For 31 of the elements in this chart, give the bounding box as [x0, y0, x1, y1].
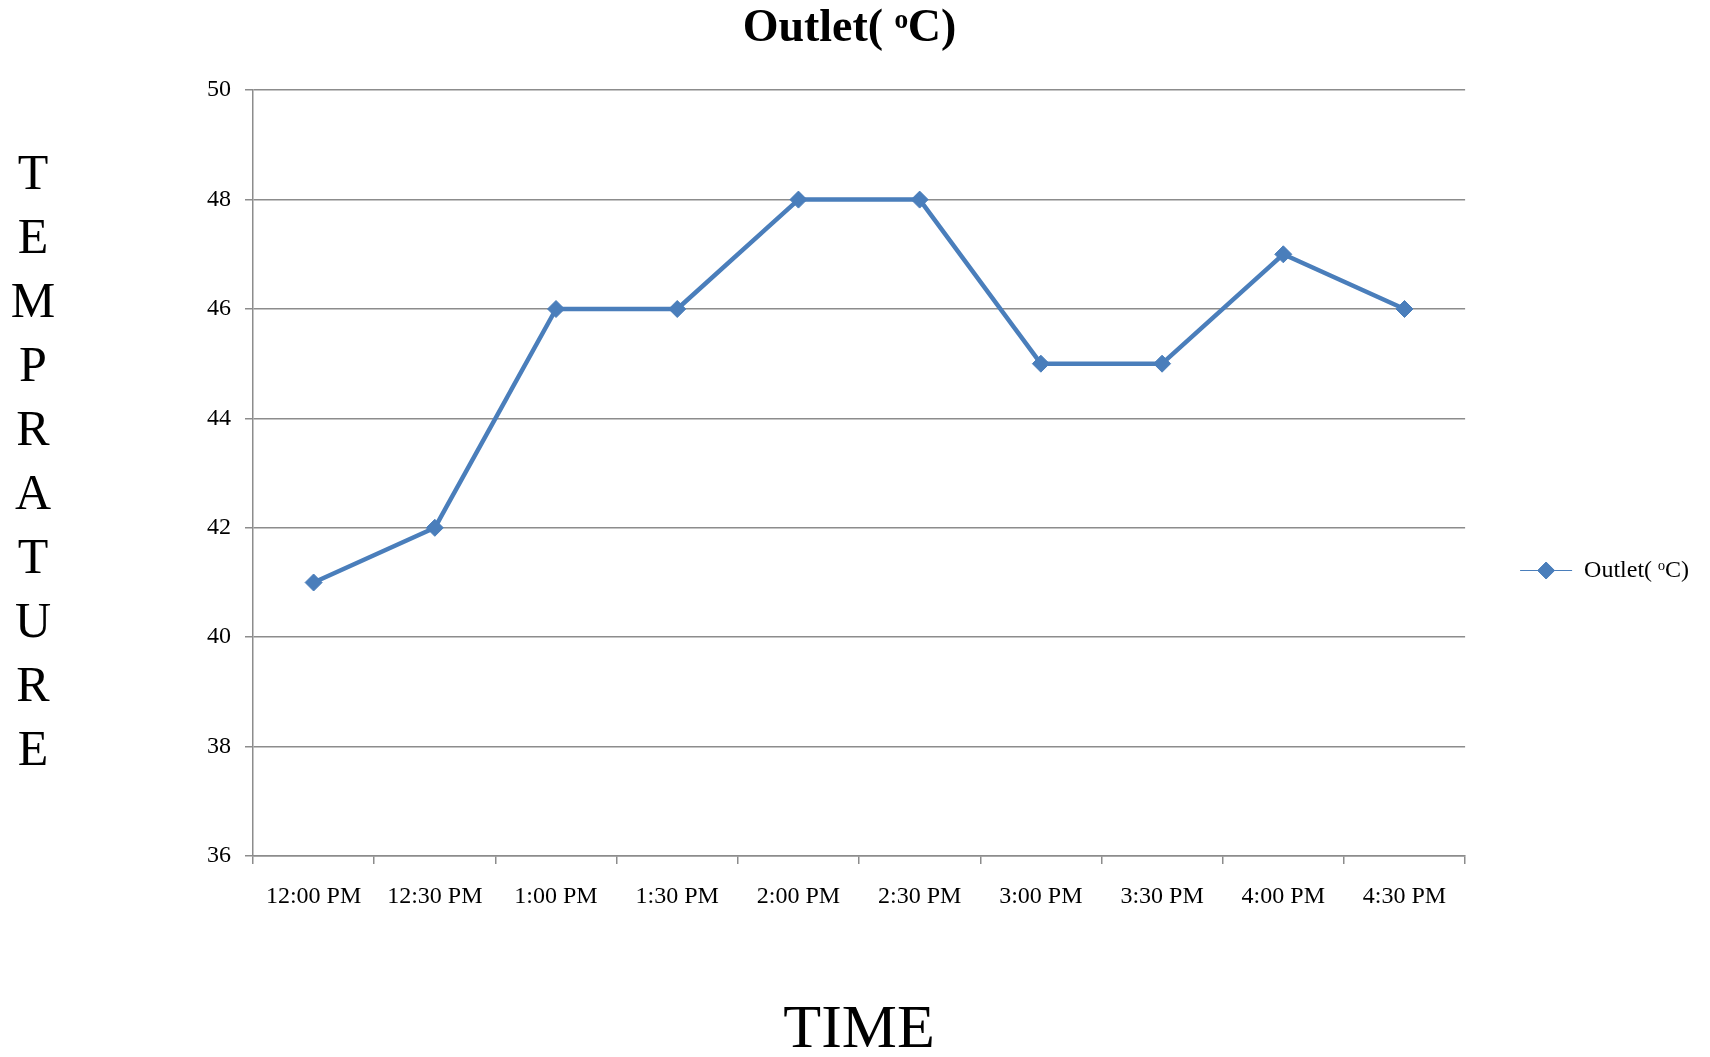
x-tick-label: 1:30 PM [635, 881, 719, 908]
x-tick-label: 4:00 PM [1241, 881, 1325, 908]
point [910, 190, 929, 209]
x-tick-label: 12:00 PM [265, 881, 362, 908]
x-tick-label: 2:00 PM [756, 881, 841, 908]
point [1274, 245, 1293, 264]
y-tick-label: 36 [207, 841, 231, 868]
x-tick-label: 2:30 PM [877, 881, 962, 908]
x-tick-label: 12:30 PM [387, 881, 483, 908]
y-tick-label: 40 [207, 622, 231, 649]
legend-label: Outlet( ᵒC) [1584, 555, 1690, 582]
y-tick-label: 48 [207, 184, 231, 211]
x-tick-label: 4:30 PM [1362, 881, 1447, 908]
point [668, 300, 687, 318]
text: TEMPRATURE [10, 144, 56, 776]
point [1031, 354, 1050, 373]
chart-title: Outlet( ᵒC) [742, 0, 957, 52]
y-tick-label: 46 [207, 294, 231, 321]
x-tick-label: 3:00 PM [999, 881, 1083, 908]
point [789, 190, 808, 209]
point [425, 518, 444, 537]
point [304, 573, 323, 592]
y-tick-label: 50 [207, 75, 231, 102]
y-tick-label: 38 [207, 731, 231, 758]
x-axis-title: TIME [783, 992, 935, 1057]
point [1153, 354, 1172, 373]
x-tick-label: 3:30 PM [1120, 881, 1204, 908]
y-tick-label: 44 [207, 403, 231, 430]
y-tick-label: 42 [207, 513, 231, 540]
x-tick-label: 1:00 PM [514, 881, 598, 908]
point [1395, 300, 1414, 318]
